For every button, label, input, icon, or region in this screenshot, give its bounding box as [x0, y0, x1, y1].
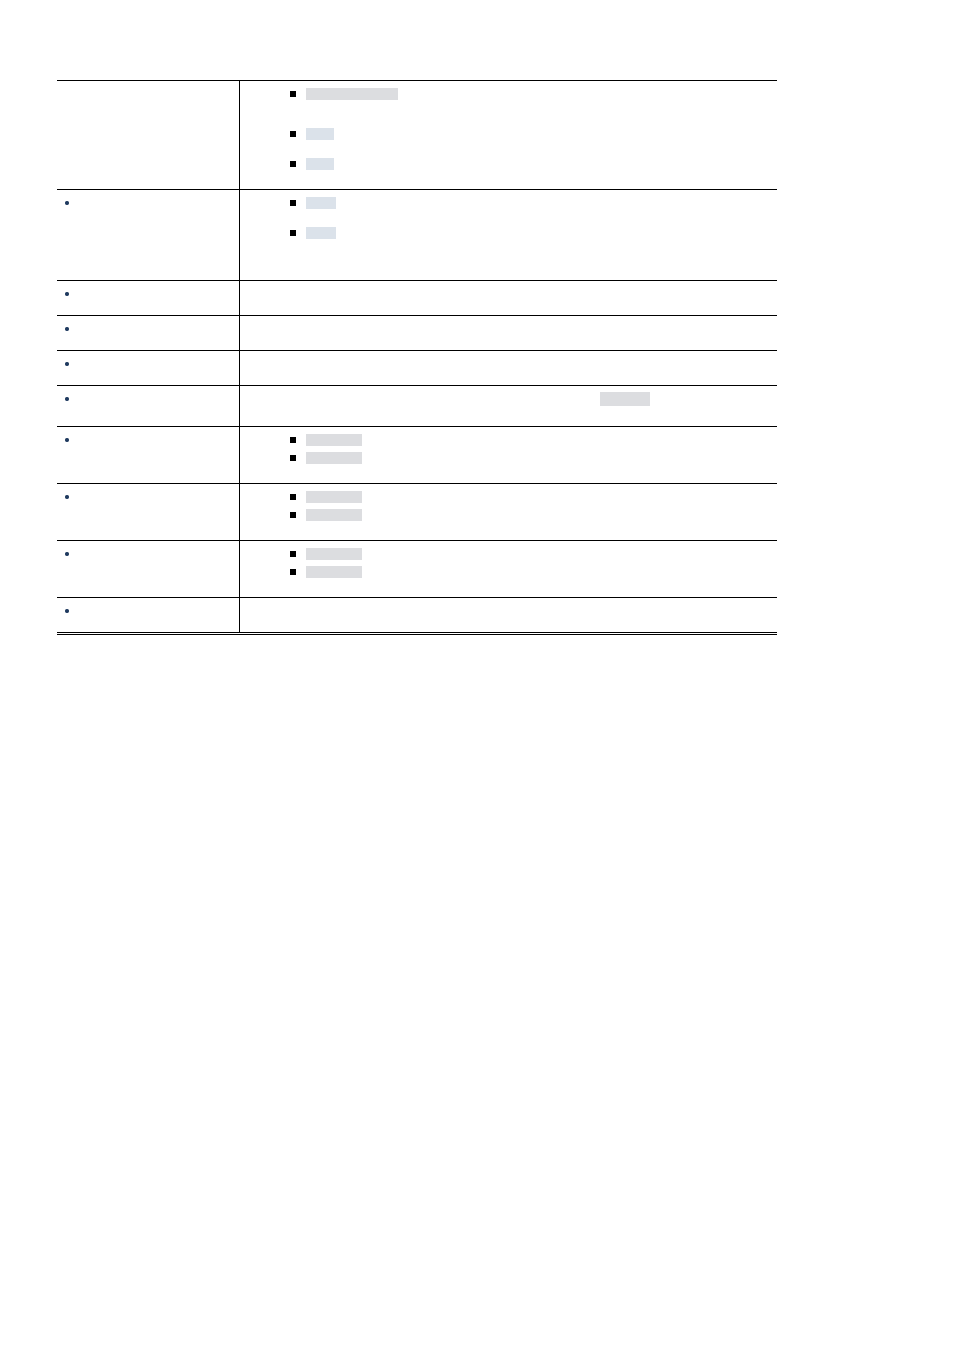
placeholder [306, 491, 362, 503]
square-bullet-icon [290, 230, 296, 236]
left-cell [57, 598, 240, 634]
list-item [304, 508, 769, 524]
bullet-dot-icon [65, 362, 69, 366]
left-cell [57, 351, 240, 386]
table-row [57, 427, 777, 484]
left-cell [57, 386, 240, 427]
bullet-list [280, 87, 769, 173]
placeholder [306, 548, 362, 560]
left-cell [57, 484, 240, 541]
square-bullet-icon [290, 569, 296, 575]
list-item [304, 565, 769, 581]
bullet-dot-icon [65, 327, 69, 331]
bullet-dot-icon [65, 397, 69, 401]
right-cell [240, 351, 778, 386]
placeholder [306, 434, 362, 446]
square-bullet-icon [290, 91, 296, 97]
placeholder [306, 88, 398, 100]
bullet-dot-icon [65, 292, 69, 296]
left-cell [57, 541, 240, 598]
table-row [57, 281, 777, 316]
table-row [57, 81, 777, 190]
table-row [57, 598, 777, 634]
bullet-dot-icon [65, 438, 69, 442]
list-item [304, 127, 769, 143]
square-bullet-icon [290, 200, 296, 206]
square-bullet-icon [290, 161, 296, 167]
bullet-dot-icon [65, 495, 69, 499]
right-cell [240, 190, 778, 281]
bullet-dot-icon [65, 609, 69, 613]
right-cell [240, 81, 778, 190]
right-cell [240, 484, 778, 541]
placeholder [306, 452, 362, 464]
placeholder [306, 158, 334, 170]
left-cell [57, 190, 240, 281]
bullet-list [280, 547, 769, 581]
table-row [57, 190, 777, 281]
placeholder [306, 566, 362, 578]
document-table [57, 80, 777, 635]
square-bullet-icon [290, 437, 296, 443]
placeholder [306, 197, 336, 209]
bullet-list [280, 433, 769, 467]
left-cell [57, 81, 240, 190]
list-item [304, 490, 769, 506]
square-bullet-icon [290, 512, 296, 518]
page [0, 0, 954, 1350]
bullet-dot-icon [65, 552, 69, 556]
square-bullet-icon [290, 494, 296, 500]
list-item [304, 196, 769, 212]
table-row [57, 386, 777, 427]
placeholder [306, 128, 334, 140]
bullet-list [280, 196, 769, 242]
table-row [57, 541, 777, 598]
right-cell [240, 598, 778, 634]
table-row [57, 316, 777, 351]
right-cell [240, 281, 778, 316]
left-cell [57, 427, 240, 484]
table-row [57, 484, 777, 541]
left-cell [57, 316, 240, 351]
placeholder [306, 227, 336, 239]
list-item [304, 226, 769, 242]
left-cell [57, 281, 240, 316]
square-bullet-icon [290, 455, 296, 461]
list-item [304, 433, 769, 449]
square-bullet-icon [290, 551, 296, 557]
placeholder [600, 392, 650, 406]
right-cell [240, 541, 778, 598]
square-bullet-icon [290, 131, 296, 137]
list-item [304, 157, 769, 173]
table-row [57, 351, 777, 386]
bullet-dot-icon [65, 201, 69, 205]
list-item [304, 547, 769, 563]
bullet-list [280, 490, 769, 524]
right-cell [240, 386, 778, 427]
list-item [304, 87, 769, 103]
right-cell [240, 316, 778, 351]
right-cell [240, 427, 778, 484]
list-item [304, 451, 769, 467]
placeholder [306, 509, 362, 521]
